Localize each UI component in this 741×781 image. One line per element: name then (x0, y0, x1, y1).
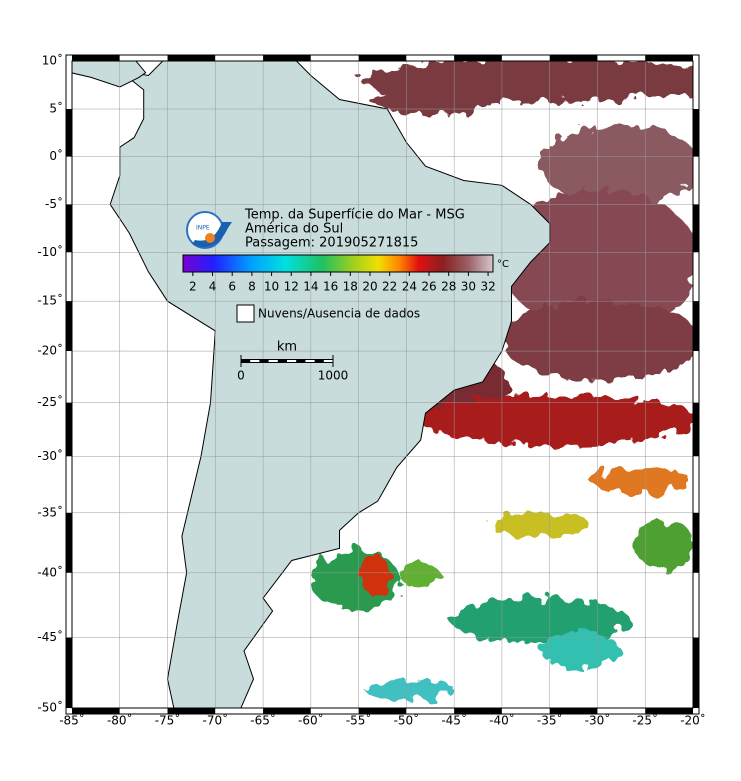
colorbar-tick-label: 24 (402, 280, 417, 294)
lat-tick-label: -15˚ (37, 293, 63, 308)
colorbar-tick-label: 6 (228, 280, 236, 294)
lon-tick-label: -40˚ (489, 713, 515, 728)
land (72, 61, 147, 88)
lon-tick-label: -30˚ (585, 713, 611, 728)
sst-patch (635, 520, 693, 570)
colorbar-tick-label: 8 (248, 280, 256, 294)
lon-tick-label: -75˚ (155, 713, 181, 728)
lon-tick-label: -20˚ (680, 713, 706, 728)
lat-tick-label: -50˚ (37, 700, 63, 715)
sst-patch (490, 513, 590, 537)
scale-tick-label: 1000 (318, 369, 349, 383)
colorbar-tick-label: 26 (421, 280, 436, 294)
legend-swatch (236, 304, 255, 323)
lon-tick-label: -85˚ (59, 713, 85, 728)
lon-tick-label: -50˚ (394, 713, 420, 728)
sst-patch (500, 300, 693, 380)
colorbar-tick-label: 16 (323, 280, 338, 294)
colorbar-tick-label: 18 (343, 280, 358, 294)
grid (72, 61, 693, 708)
scale-bar: 0 1000 (237, 355, 348, 383)
sst-patch (370, 85, 490, 115)
colorbar-tick-label: 2 (189, 280, 197, 294)
lat-tick-label: -5˚ (45, 196, 63, 211)
title-line: Passagem: 201905271815 (245, 236, 418, 251)
colorbar-ticks: 2 4 6 8 10 12 14 16 18 20 22 24 26 28 30 32 (189, 272, 496, 294)
title-line: América do Sul (245, 222, 343, 237)
lat-tick-label: 0˚ (49, 148, 63, 163)
sst-patch (450, 598, 630, 642)
scale-tick-label: 0 (237, 369, 245, 383)
scale-bar-segment (305, 360, 315, 362)
lon-tick-label: -60˚ (298, 713, 324, 728)
sst-patch (590, 466, 690, 494)
sst-patch (365, 680, 455, 700)
lon-tick-label: -80˚ (107, 713, 133, 728)
colorbar-tick-label: 20 (362, 280, 377, 294)
scale-bar-segment (323, 360, 333, 362)
colorbar-tick-label: 12 (284, 280, 299, 294)
lat-tick-label: -25˚ (37, 394, 63, 409)
lat-tick-label: -30˚ (37, 448, 63, 463)
sst-patch (420, 395, 693, 445)
lat-tick-label: -45˚ (37, 629, 63, 644)
frame-outline (65, 54, 700, 715)
colorbar (182, 254, 494, 273)
scale-bar-segment (287, 360, 297, 362)
lon-tick-label: -25˚ (632, 713, 658, 728)
lat-tick-label: -20˚ (37, 343, 63, 358)
lat-tick-label: -10˚ (37, 244, 63, 259)
logo: INPE (186, 211, 232, 249)
sst-patch (400, 563, 440, 587)
colorbar-tick-label: 28 (441, 280, 456, 294)
lon-tick-label: -35˚ (537, 713, 563, 728)
scale-bar-segment (268, 360, 278, 362)
sst-patch (360, 555, 390, 595)
colorbar-tick-label: 10 (264, 280, 279, 294)
colorbar-tick-label: 30 (461, 280, 476, 294)
frame-inner (71, 60, 694, 709)
title-line: Temp. da Superfície do Mar - MSG (244, 208, 465, 223)
lon-tick-label: -70˚ (203, 713, 229, 728)
colorbar-tick-label: 14 (303, 280, 318, 294)
sst-patch (540, 632, 620, 668)
lat-tick-label: 10˚ (42, 53, 63, 68)
map-area (72, 61, 693, 708)
lon-tick-label: -55˚ (346, 713, 372, 728)
logo-text: INPE (196, 225, 210, 232)
lat-tick-label: -40˚ (37, 564, 63, 579)
lon-tick-label: -45˚ (441, 713, 467, 728)
sst-patch (540, 125, 693, 205)
scale-bar-segment (250, 360, 260, 362)
colorbar-tick-label: 32 (480, 280, 495, 294)
lat-tick-label: 5˚ (49, 101, 63, 116)
colorbar-tick-label: 4 (209, 280, 217, 294)
logo-dot (205, 233, 215, 243)
lat-tick-label: -35˚ (37, 504, 63, 519)
logo-arrow (192, 222, 232, 248)
lon-tick-label: -65˚ (250, 713, 276, 728)
frame (65, 54, 700, 715)
legend-label: Nuvens/Ausencia de dados (258, 307, 420, 321)
colorbar-tick-label: 22 (382, 280, 397, 294)
colorbar-unit: °C (497, 259, 509, 270)
scale-unit: km (277, 340, 297, 355)
